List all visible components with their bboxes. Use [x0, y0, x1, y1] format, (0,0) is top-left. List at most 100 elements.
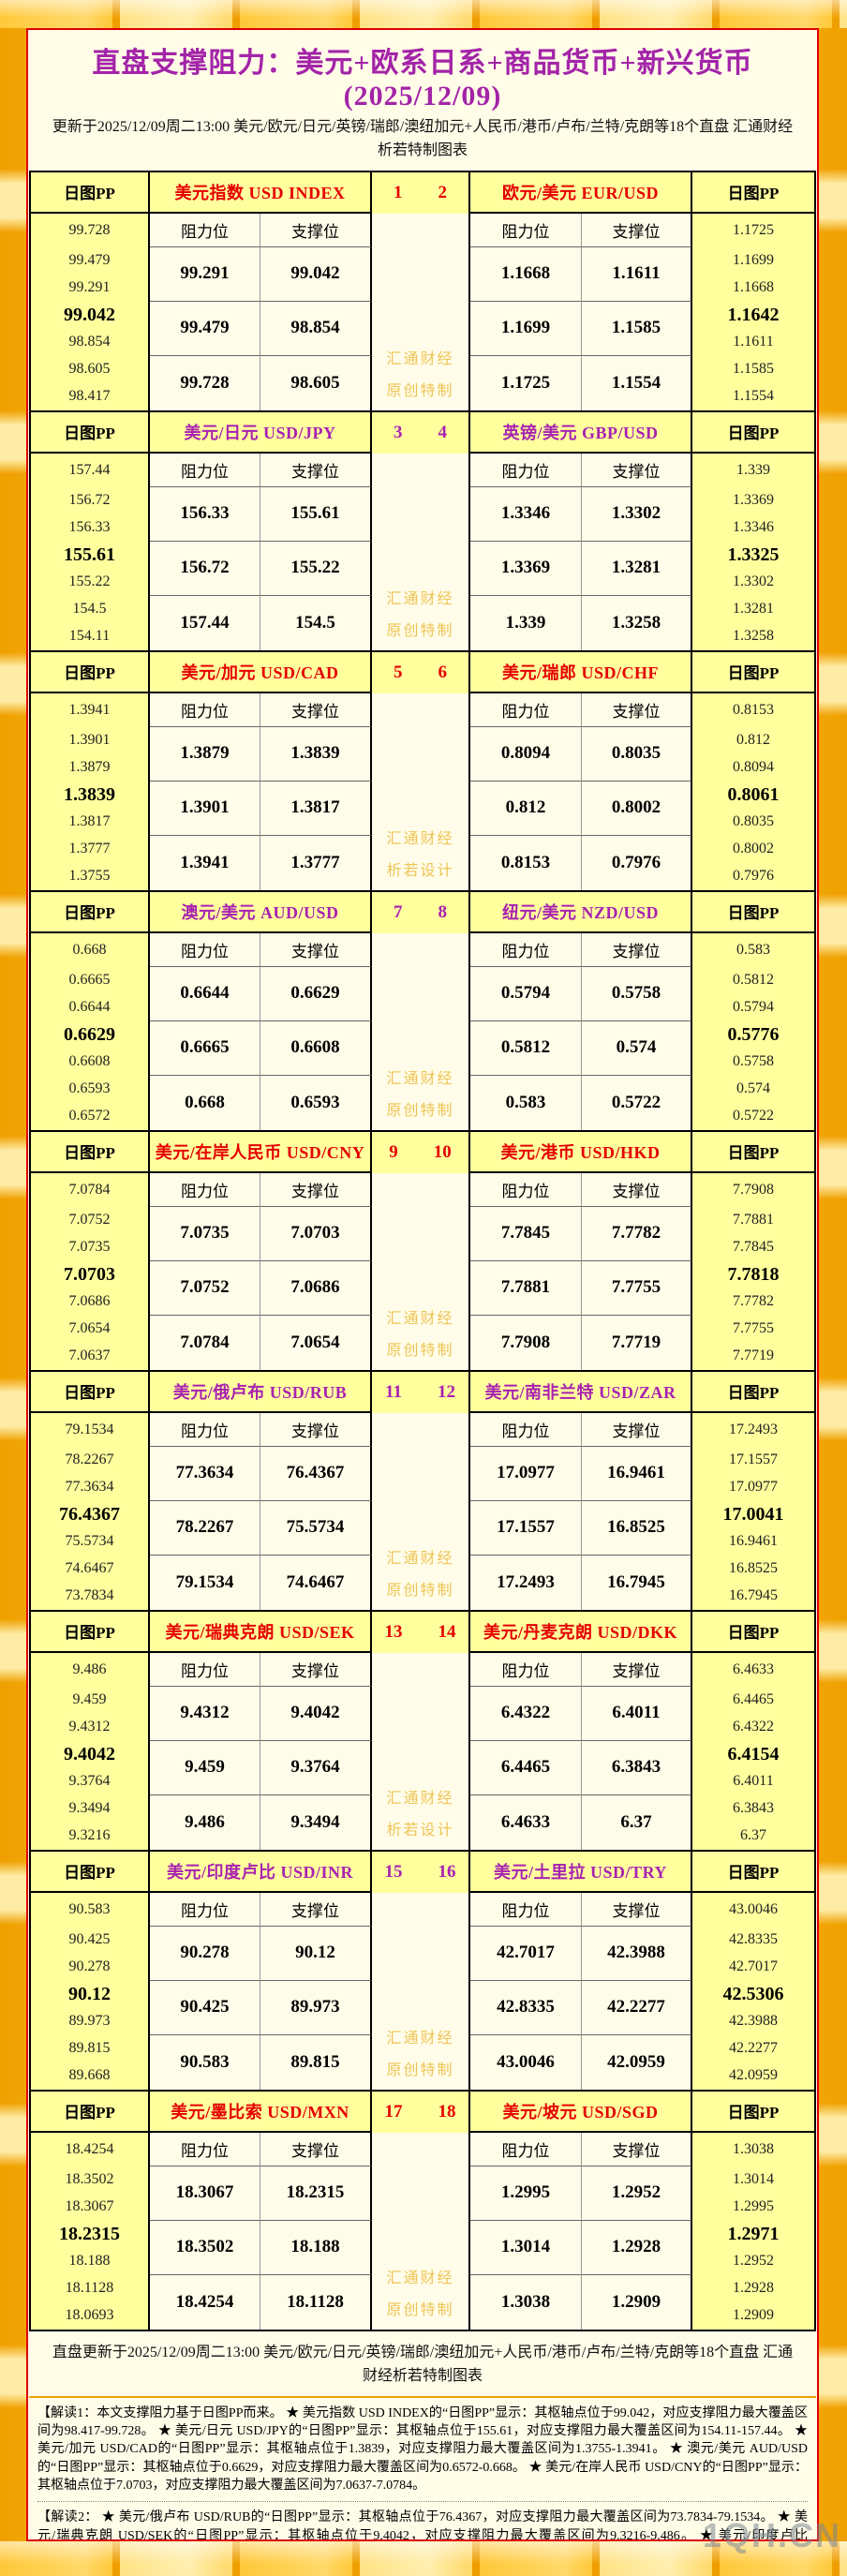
resistance-value: 157.44 — [150, 595, 260, 650]
pp-value: 7.0686 — [31, 1288, 150, 1316]
pair-number-left: 3 — [394, 422, 403, 442]
pair-number-left: 13 — [384, 1621, 403, 1642]
pp-value: 1.3258 — [692, 622, 814, 650]
pp-value: 98.417 — [31, 382, 150, 410]
resistance-header: 阻力位 — [150, 453, 260, 487]
support-value: 1.2928 — [582, 2220, 692, 2275]
resistance-value: 0.8094 — [470, 726, 582, 782]
support-value: 42.3988 — [582, 1926, 692, 1981]
resistance-header: 阻力位 — [150, 1892, 260, 1927]
support-value: 0.5758 — [582, 966, 692, 1021]
resistance-value: 7.7908 — [470, 1315, 582, 1370]
pair-name-left: 美元/在岸人民币 USD/CNY — [150, 1131, 372, 1173]
pp-header-left: 日图PP — [31, 2091, 150, 2133]
pair-number-left: 17 — [384, 2101, 403, 2122]
pair-numbers: 5 6 — [372, 651, 470, 693]
support-value: 6.4011 — [582, 1686, 692, 1741]
notes-separator — [37, 2501, 808, 2503]
center-watermark-cell: 汇通财经 原创特制 — [372, 1892, 470, 2090]
resistance-header: 阻力位 — [470, 692, 582, 727]
resistance-value: 1.3014 — [470, 2220, 582, 2275]
currency-block: 日图PP 美元/墨比索 USD/MXN 17 18 美元/坡元 USD/SGD … — [29, 2089, 816, 2331]
pair-name-left: 美元/印度卢比 USD/INR — [150, 1851, 372, 1893]
watermark-brand: 汇通财经 — [386, 2270, 454, 2286]
resistance-value: 18.3067 — [150, 2166, 260, 2221]
support-value: 0.6629 — [260, 966, 372, 1021]
support-header: 支撑位 — [260, 932, 372, 967]
pair-name-right: 纽元/美元 NZD/USD — [470, 891, 692, 933]
pair-number-right: 18 — [438, 2101, 456, 2122]
resistance-value: 1.3038 — [470, 2274, 582, 2330]
pp-value: 1.3817 — [31, 808, 150, 836]
pair-name-right: 美元/土里拉 USD/TRY — [470, 1851, 692, 1893]
support-header: 支撑位 — [260, 1172, 372, 1207]
support-value: 18.2315 — [260, 2166, 372, 2221]
resistance-value: 1.3369 — [470, 541, 582, 596]
center-watermark-cell: 汇通财经 原创特制 — [372, 213, 470, 410]
pp-header-left: 日图PP — [31, 411, 150, 454]
pp-value: 7.7881 — [692, 1206, 814, 1234]
center-watermark-cell: 汇通财经 原创特制 — [372, 453, 470, 650]
pp-header-right: 日图PP — [692, 1611, 814, 1653]
pp-value: 89.973 — [31, 2007, 150, 2035]
resistance-header: 阻力位 — [470, 932, 582, 967]
watermark-tagline: 原创特制 — [386, 382, 454, 399]
pp-value: 9.4312 — [31, 1713, 150, 1741]
resistance-value: 43.0046 — [470, 2034, 582, 2090]
pp-value: 156.72 — [31, 486, 150, 514]
support-header: 支撑位 — [260, 213, 372, 247]
footer-update-line: 直盘更新于2025/12/09周二13:00 美元/欧元/日元/英镑/瑞郎/澳纽… — [52, 2344, 794, 2385]
pp-value: 0.5794 — [692, 993, 814, 1021]
pp-value: 0.6665 — [31, 966, 150, 994]
pp-value: 0.8035 — [692, 808, 814, 836]
support-value: 1.3302 — [582, 486, 692, 542]
pp-pivot-value: 1.3839 — [31, 781, 150, 809]
pp-value: 9.3216 — [31, 1822, 150, 1850]
resistance-value: 1.3941 — [150, 835, 260, 890]
resistance-header: 阻力位 — [150, 932, 260, 967]
watermark-tagline: 原创特制 — [386, 2301, 454, 2318]
support-value: 0.6593 — [260, 1075, 372, 1130]
resistance-value: 17.1557 — [470, 1500, 582, 1556]
support-header: 支撑位 — [582, 1172, 692, 1207]
support-header: 支撑位 — [582, 213, 692, 247]
support-value: 0.5722 — [582, 1075, 692, 1130]
pp-pivot-value: 7.0703 — [31, 1260, 150, 1288]
support-value: 155.22 — [260, 541, 372, 596]
currency-block: 日图PP 美元指数 USD INDEX 1 2 欧元/美元 EUR/USD 日图… — [29, 170, 816, 412]
note-2: 【解读2： ★ 美元/俄卢布 USD/RUB的“日图PP”显示：其枢轴点位于76… — [37, 2510, 808, 2541]
resistance-value: 9.459 — [150, 1740, 260, 1795]
resistance-value: 90.278 — [150, 1926, 260, 1981]
support-value: 7.7719 — [582, 1315, 692, 1370]
support-value: 90.12 — [260, 1926, 372, 1981]
resistance-value: 7.7845 — [470, 1206, 582, 1261]
pp-pivot-value: 0.6629 — [31, 1020, 150, 1049]
pp-value: 0.6572 — [31, 1102, 150, 1130]
support-header: 支撑位 — [260, 453, 372, 487]
pair-numbers: 17 18 — [372, 2091, 470, 2133]
pair-number-right: 12 — [437, 1381, 455, 1402]
pp-pivot-value: 1.1642 — [692, 301, 814, 329]
watermark-brand: 汇通财经 — [386, 1070, 454, 1087]
pair-number-right: 14 — [438, 1621, 456, 1642]
pp-value: 99.728 — [31, 213, 150, 247]
pp-header-left: 日图PP — [31, 891, 150, 933]
pp-value: 7.7782 — [692, 1288, 814, 1316]
pp-pivot-value: 9.4042 — [31, 1740, 150, 1768]
pp-value: 75.5734 — [31, 1527, 150, 1556]
pp-value: 18.188 — [31, 2247, 150, 2275]
pp-value: 0.8094 — [692, 753, 814, 782]
pp-value: 98.605 — [31, 355, 150, 383]
pp-value: 16.8525 — [692, 1555, 814, 1583]
pp-value: 7.7845 — [692, 1233, 814, 1261]
pp-value: 0.6593 — [31, 1075, 150, 1103]
pair-name-left: 澳元/美元 AUD/USD — [150, 891, 372, 933]
center-watermark-cell: 汇通财经 析若设计 — [372, 1652, 470, 1850]
pp-value: 0.6608 — [31, 1048, 150, 1076]
pp-value: 7.7908 — [692, 1172, 814, 1207]
pair-numbers: 3 4 — [372, 411, 470, 454]
watermark-tagline: 原创特制 — [386, 622, 454, 639]
resistance-value: 7.0784 — [150, 1315, 260, 1370]
pp-value: 0.812 — [692, 726, 814, 754]
resistance-value: 1.1668 — [470, 246, 582, 302]
